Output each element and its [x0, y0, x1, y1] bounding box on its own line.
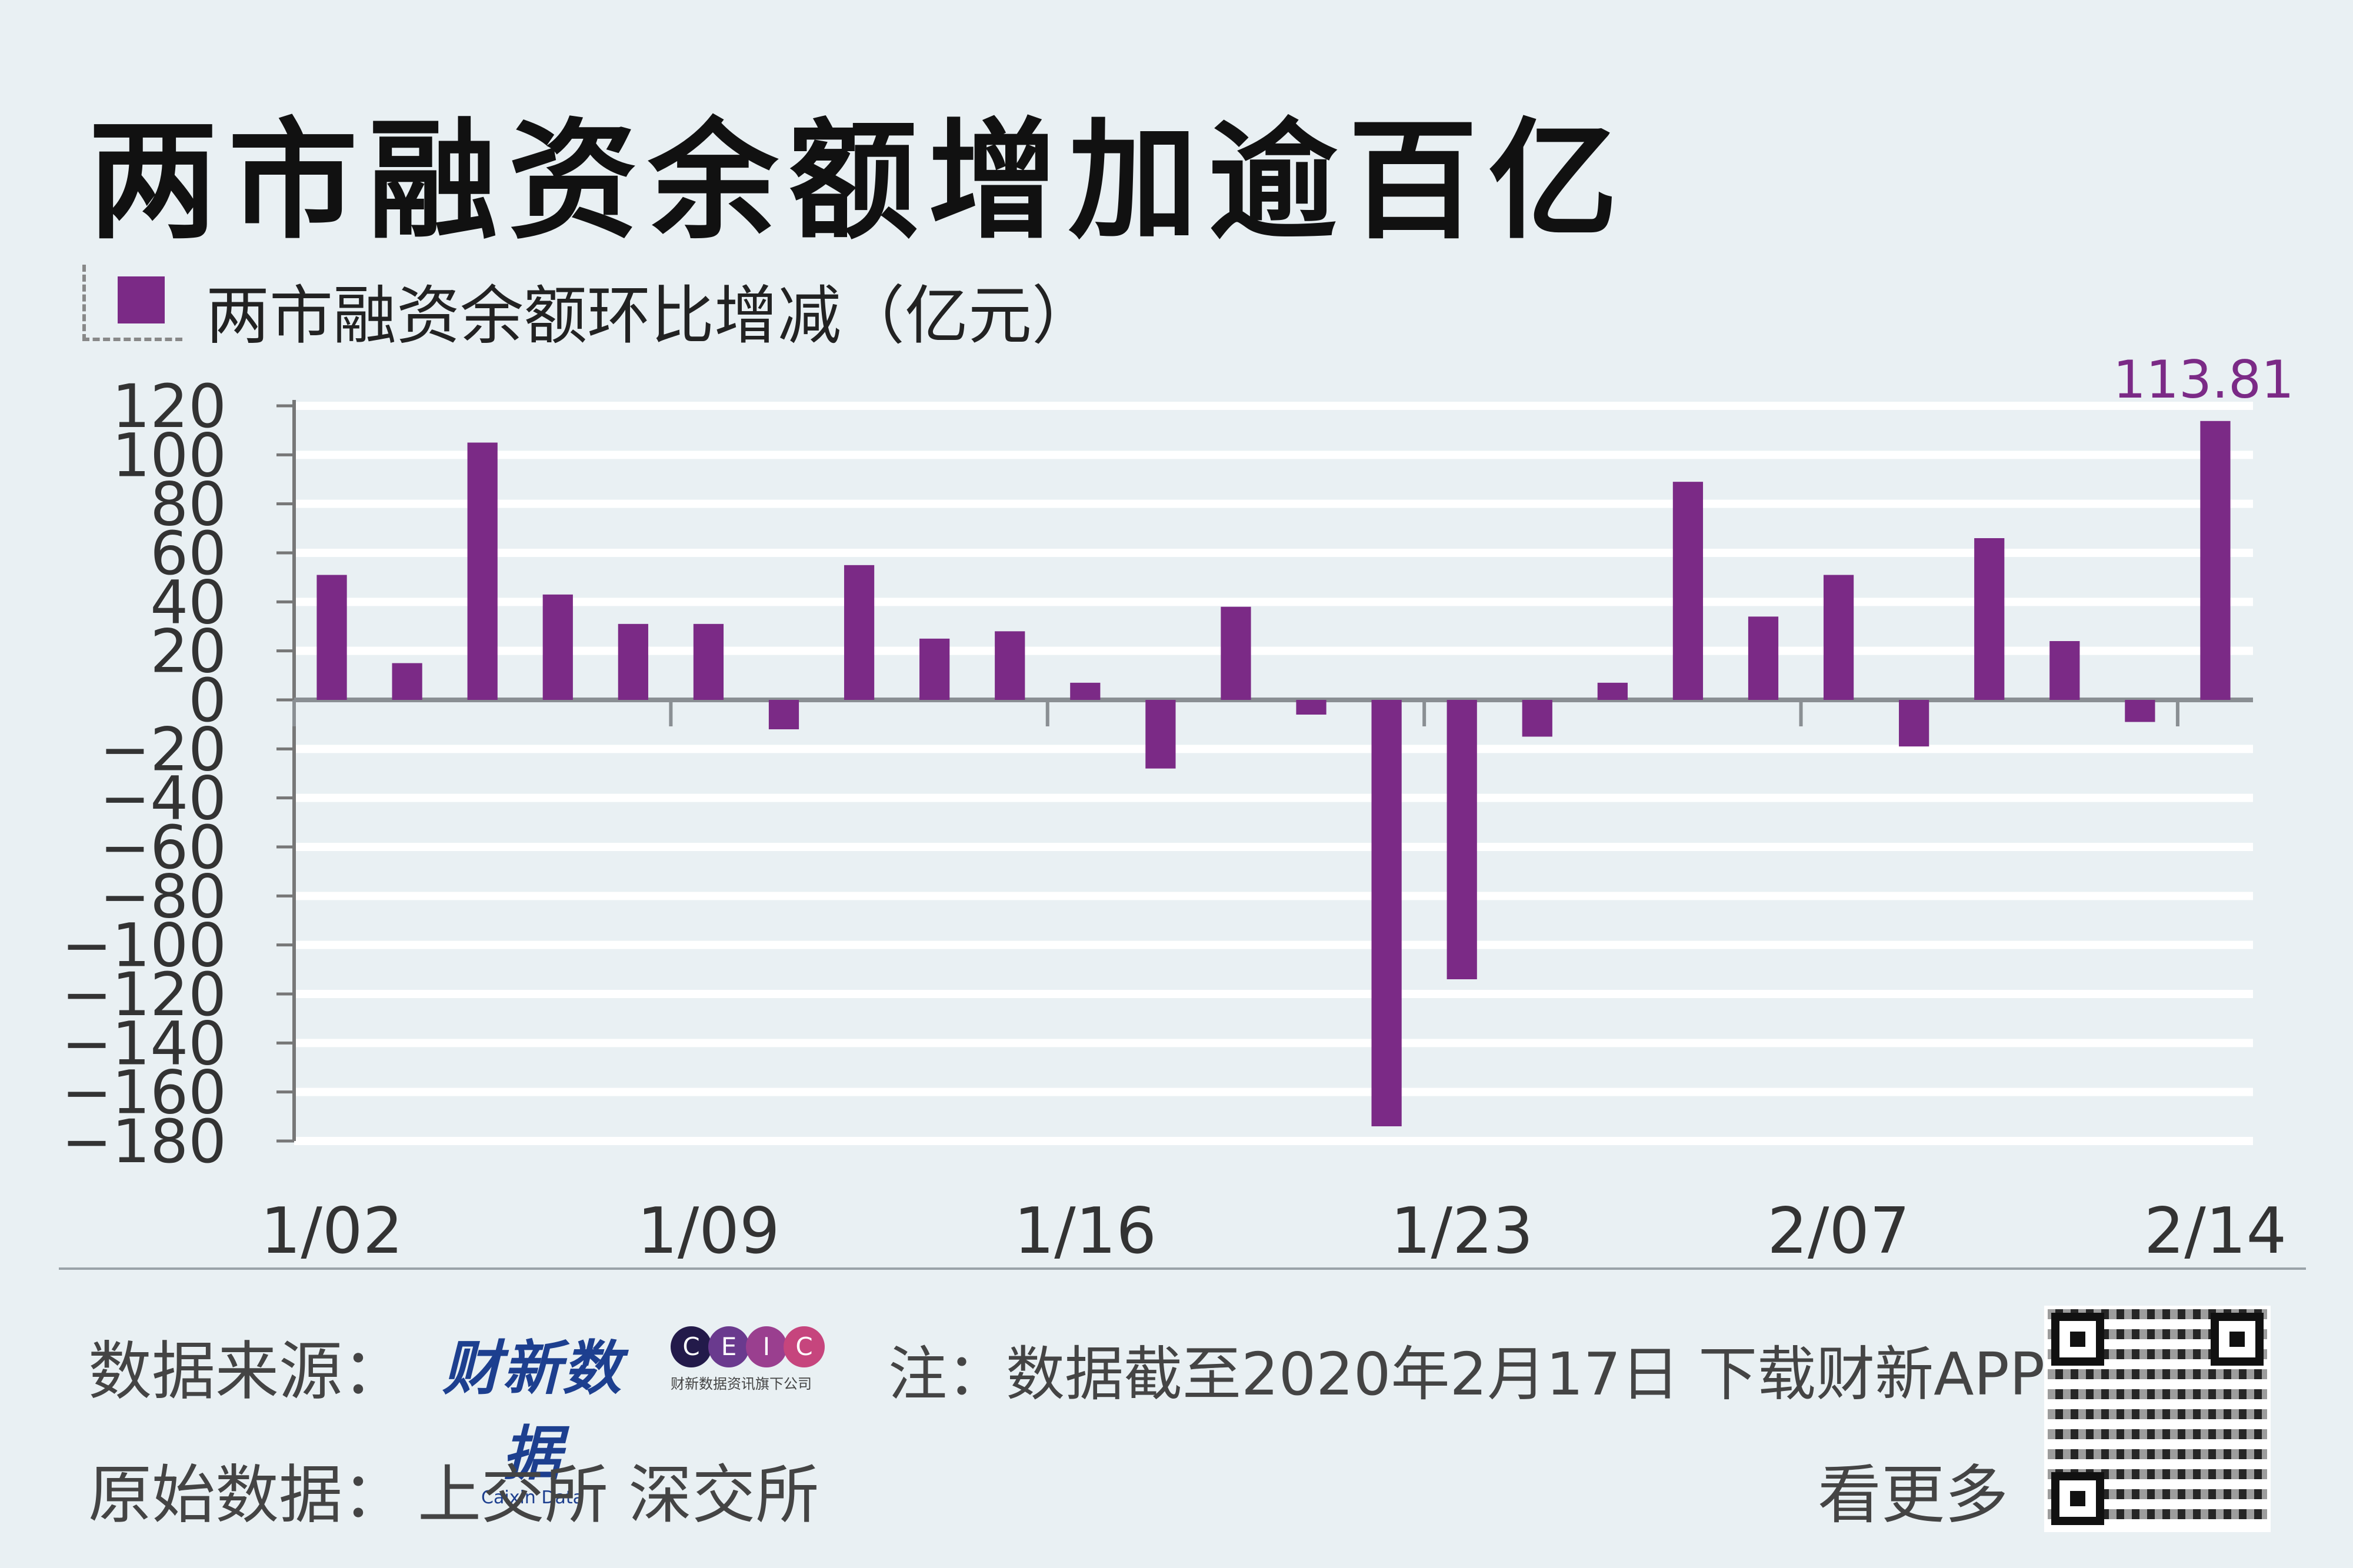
y-tick-label: −180: [62, 1107, 226, 1177]
legend: 两市融资余额环比增减（亿元）: [82, 265, 1141, 353]
qr-eye-bottom-left: [2051, 1472, 2104, 1525]
bar: [1597, 682, 1628, 700]
bar: [1070, 682, 1101, 700]
bar: [1296, 700, 1327, 715]
chart-title: 两市融资余额增加逾百亿: [88, 106, 1629, 256]
data-note: 注：数据截至2020年2月17日 下载财新APP: [888, 1340, 2045, 1409]
bar: [2049, 641, 2080, 700]
ceic-logo: C E I C 财新数据资讯旗下公司: [671, 1326, 847, 1393]
bar: [2200, 421, 2231, 700]
bar: [1823, 575, 1854, 700]
bar: [844, 565, 875, 700]
bar: [316, 575, 347, 700]
data-label: 113.81: [2113, 349, 2294, 410]
label-layer: 1/02 1/09 1/16 1/23 2/07 2/14 113.81: [261, 349, 2294, 1265]
bar: [1899, 700, 1929, 747]
bar: [542, 594, 573, 700]
legend-frame: [82, 265, 182, 341]
x-tick-label: 1/02: [261, 1195, 404, 1265]
caixin-data-logo: 财新数据 Caixin Data: [415, 1320, 650, 1508]
source-label: 数据来源：: [88, 1335, 406, 1409]
bar: [1145, 700, 1176, 769]
see-more-label: 看更多: [1818, 1459, 2009, 1532]
y-tick-label: −60: [100, 813, 226, 883]
y-tick-label: −120: [62, 960, 226, 1030]
bar: [1522, 700, 1552, 737]
footer-divider: [59, 1267, 2306, 1270]
y-tick-label: −40: [100, 764, 226, 834]
y-tick-label: 60: [150, 519, 226, 589]
y-tick-label: 20: [150, 617, 226, 687]
x-tick-label: 1/09: [637, 1195, 780, 1265]
bar: [1974, 538, 2005, 700]
y-tick-label: −140: [62, 1009, 226, 1079]
qr-eye-top-left: [2051, 1313, 2104, 1366]
bar: [392, 663, 422, 700]
y-tick-label: −80: [100, 862, 226, 932]
y-tick-label: −100: [62, 911, 226, 981]
ceic-letter-e: E: [708, 1326, 749, 1367]
legend-swatch: [118, 276, 165, 323]
ceic-letter-c1: C: [671, 1326, 712, 1367]
bar: [1748, 616, 1779, 700]
bar-chart: 120100806040200−20−40−60−80−100−120−140−…: [62, 349, 2294, 1265]
bar: [1447, 700, 1477, 979]
ceic-subtitle: 财新数据资讯旗下公司: [671, 1376, 812, 1392]
bar: [1221, 606, 1251, 700]
y-tick-label: −20: [100, 715, 226, 785]
original-data-label: 原始数据：: [88, 1459, 406, 1532]
axis-layer: 120100806040200−20−40−60−80−100−120−140−…: [62, 372, 2253, 1177]
y-tick-label: 0: [188, 666, 226, 736]
original-data-sources: 上交所 深交所: [418, 1459, 819, 1532]
y-tick-label: 120: [112, 372, 226, 442]
legend-label: 两市融资余额环比增减（亿元）: [206, 279, 1096, 353]
bar: [995, 631, 1025, 700]
bar: [919, 638, 950, 700]
bar: [693, 623, 724, 700]
y-tick-label: −160: [62, 1058, 226, 1128]
grid-layer: [294, 402, 2253, 1145]
bar: [618, 623, 648, 700]
y-tick-label: 80: [150, 470, 226, 540]
bar: [1672, 482, 1704, 700]
x-tick-label: 2/07: [1767, 1195, 1910, 1265]
x-tick-label: 1/23: [1391, 1195, 1534, 1265]
bar: [1371, 700, 1402, 1126]
x-tick-label: 2/14: [2144, 1195, 2287, 1265]
x-tick-label: 1/16: [1014, 1195, 1157, 1265]
y-tick-label: 40: [150, 568, 226, 638]
caixin-logo-text: 财新数据: [442, 1334, 622, 1488]
y-tick-label: 100: [112, 421, 226, 491]
qr-eye-top-right: [2211, 1313, 2264, 1366]
caixin-logo-subtext: Caixin Data: [481, 1487, 584, 1508]
bar: [768, 700, 799, 729]
bar-layer: [316, 421, 2231, 1126]
bar: [467, 442, 498, 700]
bar: [2125, 700, 2155, 722]
ceic-letter-i: I: [746, 1326, 787, 1367]
ceic-letter-c2: C: [784, 1326, 825, 1367]
qr-code-icon[interactable]: [2044, 1306, 2271, 1532]
